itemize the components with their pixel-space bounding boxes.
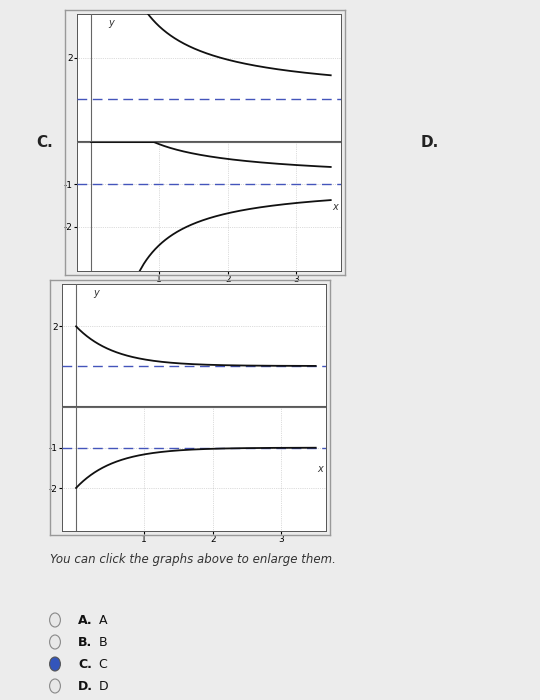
Text: x: x [318, 464, 323, 474]
Text: D.: D. [78, 680, 93, 692]
Text: C.: C. [78, 657, 92, 671]
Text: B: B [95, 636, 107, 648]
Text: y: y [109, 18, 114, 28]
Text: C: C [95, 657, 108, 671]
Text: D: D [95, 680, 109, 692]
Text: A.: A. [78, 613, 93, 626]
Text: y: y [93, 288, 99, 298]
Text: D.: D. [421, 135, 439, 150]
Text: A: A [95, 613, 107, 626]
Text: x: x [333, 202, 339, 211]
Text: C.: C. [37, 135, 53, 150]
Text: B.: B. [78, 636, 92, 648]
Text: You can click the graphs above to enlarge them.: You can click the graphs above to enlarg… [50, 553, 336, 566]
